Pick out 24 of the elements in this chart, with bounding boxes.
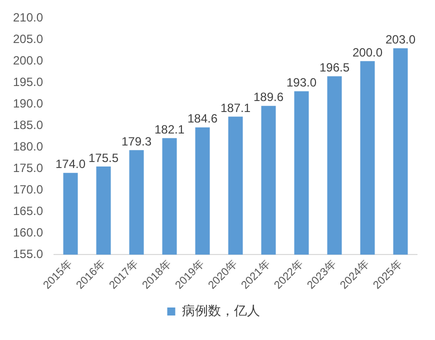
y-tick-label: 185.0	[13, 118, 44, 132]
y-tick-label: 170.0	[13, 182, 44, 196]
y-tick-label: 205.0	[13, 32, 44, 46]
y-tick-label: 155.0	[13, 246, 44, 261]
y-tick-label: 210.0	[13, 10, 44, 25]
data-label: 182.1	[154, 122, 185, 136]
data-label: 187.1	[220, 100, 251, 115]
data-label: 196.5	[319, 60, 350, 75]
data-label: 193.0	[286, 76, 317, 90]
data-label: 175.5	[88, 150, 119, 165]
y-tick-label: 165.0	[13, 204, 44, 218]
y-tick-label: 200.0	[13, 53, 44, 68]
y-tick-label: 190.0	[13, 96, 44, 110]
legend-label: 病例数，亿人	[182, 303, 260, 318]
y-tick-label: 195.0	[13, 74, 44, 89]
y-tick-label: 180.0	[13, 139, 44, 154]
data-label: 200.0	[352, 45, 383, 60]
data-label: 203.0	[385, 32, 416, 47]
data-label: 174.0	[56, 157, 86, 172]
data-label: 179.3	[122, 134, 152, 148]
data-label: 189.6	[253, 90, 284, 104]
y-tick-label: 175.0	[13, 160, 44, 175]
data-label: 184.6	[188, 112, 218, 126]
y-tick-label: 160.0	[13, 225, 44, 240]
